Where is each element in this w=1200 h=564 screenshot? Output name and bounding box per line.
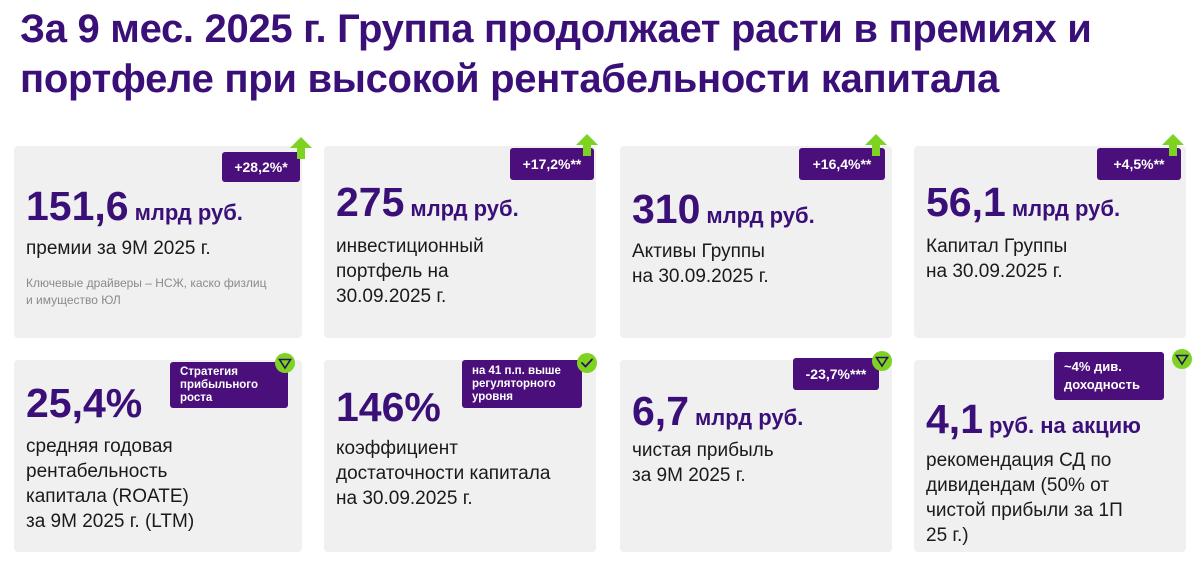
- growth-badge: +28,2%*: [222, 152, 300, 182]
- badge-line: роста: [180, 391, 213, 404]
- description-line: Активы Группы: [632, 241, 765, 262]
- badge-line: регуляторного: [472, 377, 556, 390]
- triangle-down-icon: [872, 351, 892, 371]
- note-line: и имущество ЮЛ: [26, 293, 121, 307]
- triangle-down-icon: [275, 353, 295, 373]
- metric-value: 146%: [336, 384, 441, 431]
- triangle-down-icon: [1172, 349, 1192, 369]
- metric-value: 310 млрд руб.: [632, 186, 815, 233]
- description-line: коэффициент: [336, 438, 458, 459]
- value-number: 6,7: [632, 388, 689, 434]
- badge-line: доходность: [1064, 377, 1141, 392]
- badge-line: уровня: [472, 390, 514, 403]
- check-icon: [577, 353, 597, 373]
- value-number: 56,1: [926, 179, 1006, 225]
- value-number: 25,4%: [26, 380, 143, 426]
- description-line: рекомендация СД по: [926, 450, 1112, 471]
- metric-description: премии за 9М 2025 г.: [26, 236, 211, 261]
- value-unit: млрд руб.: [134, 200, 243, 225]
- description-line: на 30.09.2025 г.: [632, 266, 769, 287]
- metric-description: Активы Группы на 30.09.2025 г.: [632, 239, 769, 289]
- description-line: достаточности капитала: [336, 463, 551, 484]
- metric-value: 151,6 млрд руб.: [26, 183, 243, 230]
- metric-card-net-profit: [620, 360, 892, 552]
- growth-badge: +16,4%**: [799, 148, 885, 180]
- description-line: 25 г.): [926, 525, 969, 546]
- change-badge: -23,7%***: [793, 358, 879, 390]
- description-line: капитала (ROATE): [26, 486, 189, 507]
- badge-line: ~4% див.: [1064, 359, 1122, 374]
- value-number: 151,6: [26, 183, 129, 229]
- metric-value: 56,1 млрд руб.: [926, 179, 1120, 226]
- metric-note: Ключевые драйверы – НСЖ, каско физлиц и …: [26, 275, 266, 309]
- description-line: за 9М 2025 г.: [632, 465, 746, 486]
- arrow-up-icon: [576, 134, 598, 156]
- strategy-badge: Стратегия прибыльного роста: [170, 362, 288, 408]
- description-line: чистой прибыли за 1П: [926, 500, 1123, 521]
- value-unit: млрд руб.: [410, 196, 519, 221]
- growth-badge: +4,5%**: [1097, 148, 1181, 180]
- value-unit: руб. на акцию: [989, 413, 1141, 438]
- badge-line: прибыльного: [180, 378, 258, 391]
- value-unit: млрд руб.: [1011, 196, 1121, 221]
- value-unit: млрд руб.: [706, 203, 815, 228]
- description-line: портфель на: [336, 261, 449, 282]
- value-unit: млрд руб.: [695, 405, 804, 430]
- regulatory-badge: на 41 п.п. выше регуляторного уровня: [462, 360, 582, 408]
- description-line: рентабельность: [26, 461, 168, 482]
- description-line: Капитал Группы: [926, 236, 1068, 257]
- description-line: на 30.09.2025 г.: [926, 261, 1063, 282]
- arrow-up-icon: [290, 137, 312, 159]
- metric-value: 275 млрд руб.: [336, 179, 519, 226]
- description-line: премии за 9М 2025 г.: [26, 238, 211, 259]
- badge-line: Стратегия: [180, 365, 238, 378]
- description-line: за 9М 2025 г. (LTM): [26, 511, 195, 532]
- value-number: 310: [632, 186, 701, 232]
- metric-value: 25,4%: [26, 380, 142, 427]
- metric-description: инвестиционный портфель на 30.09.2025 г.: [336, 234, 484, 309]
- description-line: инвестиционный: [336, 236, 484, 257]
- description-line: средняя годовая: [26, 436, 173, 457]
- description-line: 30.09.2025 г.: [336, 286, 447, 307]
- description-line: на 30.09.2025 г.: [336, 488, 473, 509]
- value-number: 275: [336, 179, 405, 225]
- metric-description: чистая прибыль за 9М 2025 г.: [632, 438, 774, 488]
- badge-line: на 41 п.п. выше: [472, 364, 561, 377]
- metric-description: средняя годовая рентабельность капитала …: [26, 434, 194, 534]
- metric-value: 6,7 млрд руб.: [632, 388, 803, 435]
- arrow-up-icon: [1162, 134, 1184, 156]
- dividend-yield-badge: ~4% див. доходность: [1054, 352, 1164, 400]
- page-title: За 9 мес. 2025 г. Группа продолжает раст…: [20, 7, 1092, 101]
- arrow-up-icon: [865, 134, 887, 156]
- metric-value: 4,1 руб. на акцию: [926, 396, 1141, 443]
- growth-badge: +17,2%**: [510, 148, 594, 180]
- description-line: чистая прибыль: [632, 440, 774, 461]
- metric-description: коэффициент достаточности капитала на 30…: [336, 436, 550, 511]
- metric-description: рекомендация СД по дивидендам (50% от чи…: [926, 448, 1123, 548]
- note-line: Ключевые драйверы – НСЖ, каско физлиц: [26, 276, 267, 290]
- value-number: 146%: [336, 384, 441, 430]
- metric-description: Капитал Группы на 30.09.2025 г.: [926, 234, 1067, 284]
- description-line: дивидендам (50% от: [926, 475, 1110, 496]
- value-number: 4,1: [926, 396, 983, 442]
